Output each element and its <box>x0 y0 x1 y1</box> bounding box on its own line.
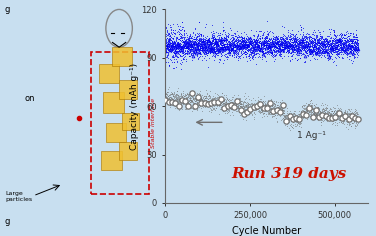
Text: Large
particles: Large particles <box>5 191 32 202</box>
Text: Stable interface: Stable interface <box>152 98 156 148</box>
FancyBboxPatch shape <box>103 92 124 113</box>
FancyBboxPatch shape <box>123 113 139 130</box>
Text: Run 319 days: Run 319 days <box>231 167 347 181</box>
Text: g: g <box>5 217 10 226</box>
FancyBboxPatch shape <box>119 80 137 99</box>
FancyBboxPatch shape <box>101 151 123 170</box>
FancyBboxPatch shape <box>106 123 126 142</box>
Text: 1 Ag⁻¹: 1 Ag⁻¹ <box>297 131 326 140</box>
Text: on: on <box>25 94 35 103</box>
Text: g: g <box>5 5 10 14</box>
FancyBboxPatch shape <box>119 142 137 160</box>
Y-axis label: Capacity (mAh g⁻¹): Capacity (mAh g⁻¹) <box>130 63 139 150</box>
X-axis label: Cycle Number: Cycle Number <box>232 226 302 236</box>
FancyBboxPatch shape <box>99 64 119 83</box>
FancyBboxPatch shape <box>112 47 132 66</box>
